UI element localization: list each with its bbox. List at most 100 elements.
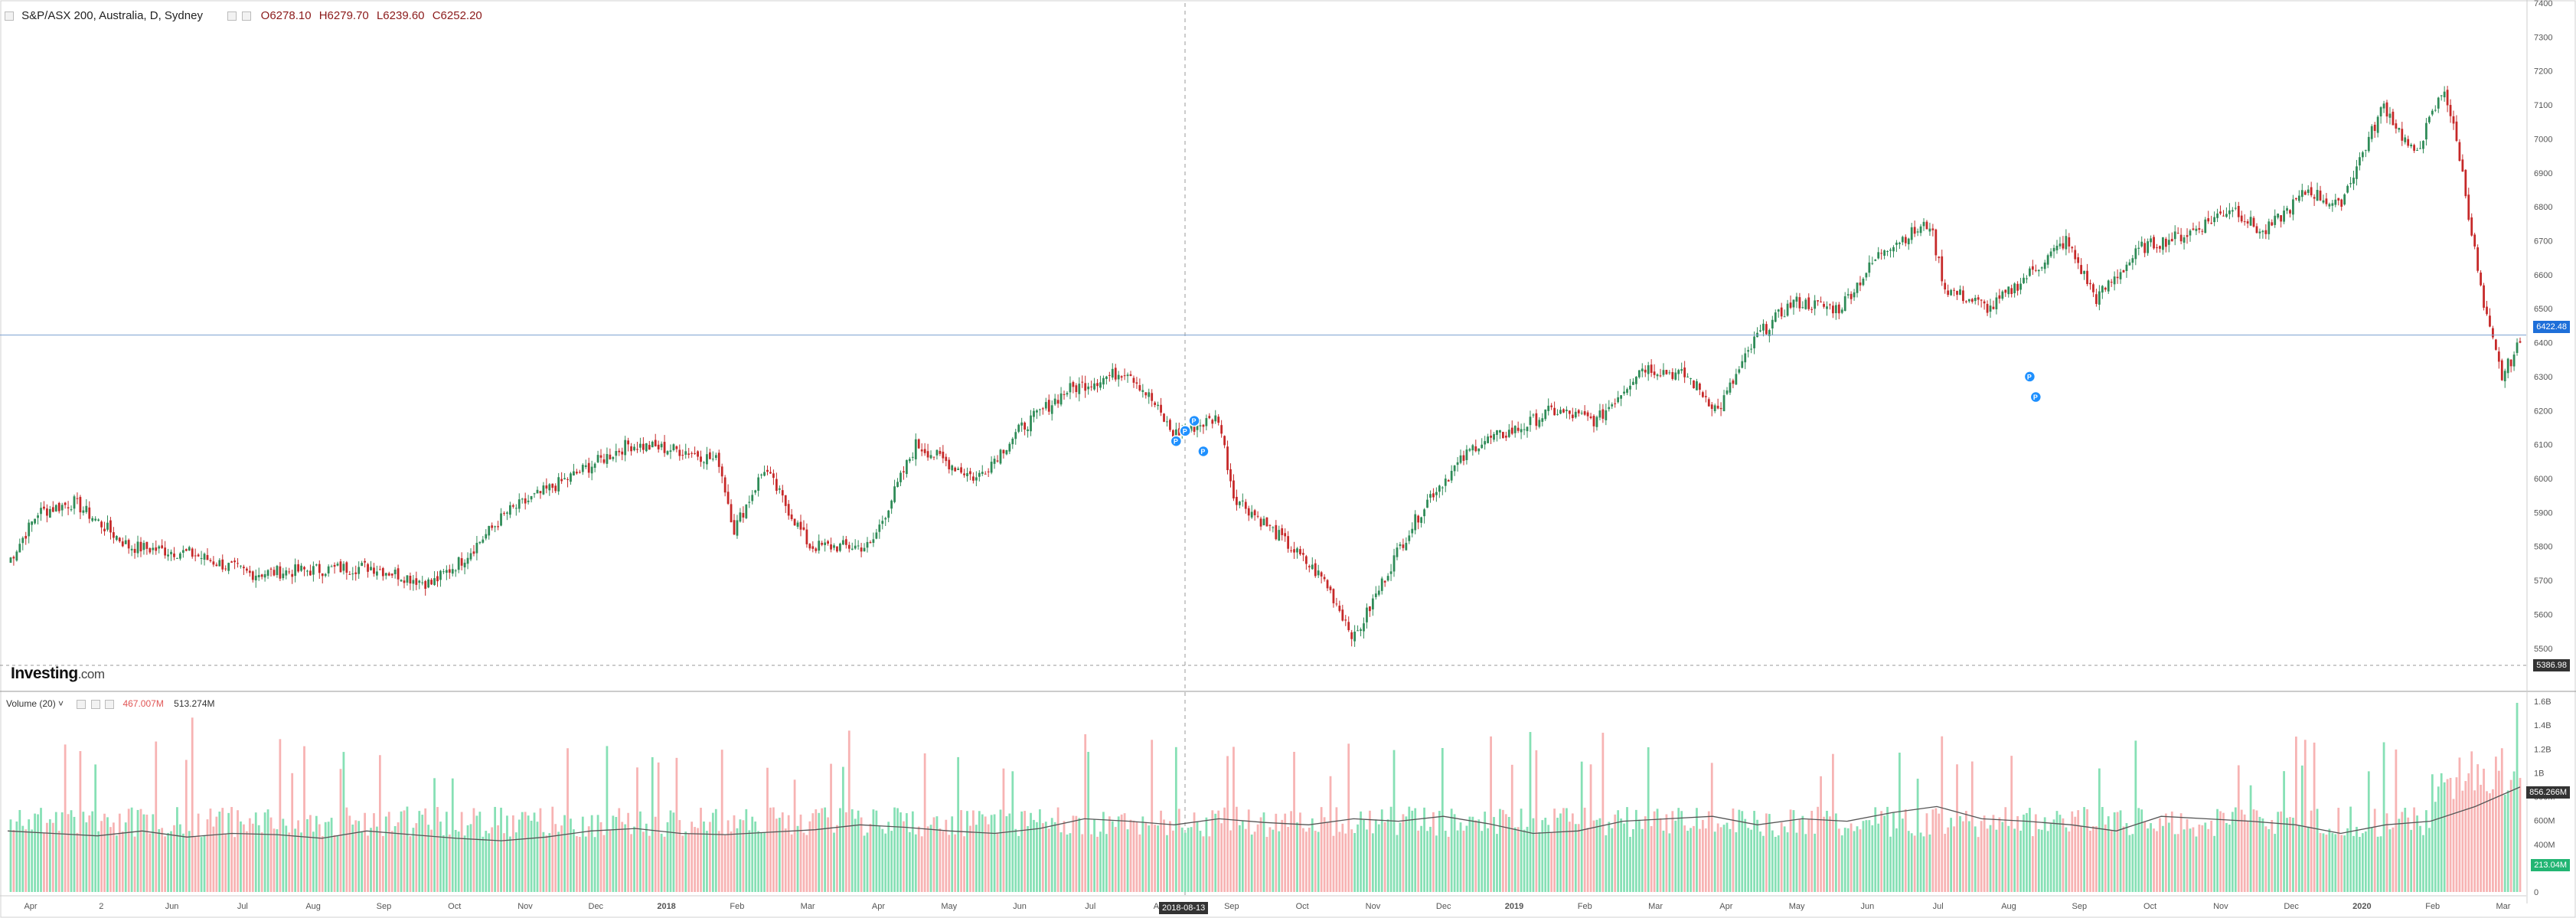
candle-body — [1668, 372, 1671, 374]
volume-hide-icon[interactable] — [90, 699, 100, 709]
volume-bar — [1069, 833, 1072, 892]
candle-body — [2074, 250, 2077, 260]
candle-body — [2116, 276, 2119, 279]
time-tick-label: Jul — [1085, 902, 1095, 911]
volume-bar — [1117, 816, 1120, 892]
volume-bar — [2007, 825, 2010, 892]
candle-body — [1750, 348, 1753, 350]
volume-bar — [312, 831, 315, 892]
candle-body — [221, 559, 224, 570]
volume-bar — [333, 835, 336, 892]
volume-bar — [2204, 822, 2207, 892]
candle-body — [454, 570, 457, 572]
volume-bar — [1405, 816, 1408, 892]
volume-bar — [1377, 824, 1380, 892]
candle-body — [2443, 91, 2446, 98]
candle-body — [706, 454, 708, 465]
volume-bar — [787, 815, 790, 892]
volume-bar — [1177, 809, 1180, 892]
volume-bar — [370, 828, 372, 892]
volume-bar — [1974, 826, 1977, 892]
volume-bar — [666, 822, 669, 892]
candle-body — [703, 462, 705, 464]
volume-bar — [1577, 824, 1580, 892]
chevron-down-icon[interactable]: ˅ — [58, 698, 64, 709]
volume-bar — [1236, 806, 1238, 892]
candle-body — [1111, 368, 1114, 378]
candle-body — [993, 459, 996, 464]
volume-bar — [2271, 820, 2274, 892]
volume-bar — [1293, 751, 1295, 892]
candle-body — [233, 560, 236, 563]
volume-bar — [1620, 818, 1622, 892]
volume-settings-icon[interactable] — [77, 699, 87, 709]
volume-bar — [2437, 786, 2440, 892]
volume-bar — [2334, 834, 2337, 892]
candle-body — [1626, 389, 1628, 394]
volume-bar — [463, 835, 466, 892]
volume-bar — [687, 833, 691, 892]
volume-bar — [1344, 833, 1347, 892]
candle-body — [2486, 306, 2488, 315]
candle-body — [1874, 260, 1877, 261]
volume-bar — [642, 831, 645, 892]
candle-body — [384, 573, 387, 576]
candle-body — [929, 455, 932, 459]
time-tick-label: Oct — [1296, 902, 1309, 911]
volume-bar — [726, 820, 730, 892]
volume-bar — [1989, 825, 1992, 892]
candle-body — [1126, 374, 1129, 377]
candle-body — [418, 580, 421, 583]
volume-bar — [2382, 742, 2385, 892]
candle-body — [1344, 619, 1347, 621]
candle-body — [833, 545, 835, 548]
hide-icon[interactable] — [242, 11, 252, 21]
candle-body — [1262, 518, 1265, 526]
volume-bar — [1386, 819, 1389, 892]
volume-bar — [2264, 826, 2267, 892]
candle-body — [1293, 549, 1295, 553]
volume-bar — [584, 836, 587, 892]
candle-body — [1205, 418, 1208, 426]
volume-bar — [833, 832, 835, 892]
volume-bar — [2422, 835, 2424, 892]
candle-body — [2210, 223, 2213, 224]
volume-bar — [821, 808, 824, 892]
candle-body — [1238, 501, 1241, 505]
volume-bar — [1832, 753, 1834, 892]
candle-body — [152, 547, 155, 550]
candle-body — [2361, 152, 2364, 158]
candle-body — [390, 573, 393, 576]
volume-bar — [1468, 816, 1471, 892]
volume-bar — [1163, 819, 1165, 892]
candle-body — [427, 579, 430, 588]
candle-body — [570, 473, 572, 482]
candle-body — [511, 505, 514, 507]
volume-bar — [155, 741, 158, 892]
volume-bar — [2395, 749, 2398, 892]
collapse-icon[interactable] — [5, 11, 14, 21]
volume-bar — [1256, 824, 1259, 892]
candle-body — [1474, 446, 1477, 452]
volume-bar — [2071, 811, 2074, 892]
candle-body — [2176, 233, 2179, 234]
volume-bar — [2286, 818, 2288, 892]
candle-body — [1008, 443, 1011, 452]
candle-body — [433, 578, 436, 586]
settings-icon[interactable] — [227, 11, 237, 21]
volume-remove-icon[interactable] — [105, 699, 115, 709]
volume-bar — [1795, 832, 1798, 892]
volume-bar — [2083, 807, 2085, 892]
volume-bar — [485, 831, 488, 892]
candle-body — [1931, 228, 1934, 230]
candle-body — [2107, 280, 2110, 292]
volume-bar — [2150, 823, 2152, 892]
candle-body — [1577, 410, 1580, 413]
volume-bar — [1641, 828, 1644, 892]
candle-body — [790, 514, 793, 520]
volume-bar — [1574, 824, 1577, 892]
candle-body — [1450, 470, 1453, 481]
candle-body — [593, 463, 596, 469]
candle-body — [1553, 407, 1556, 416]
